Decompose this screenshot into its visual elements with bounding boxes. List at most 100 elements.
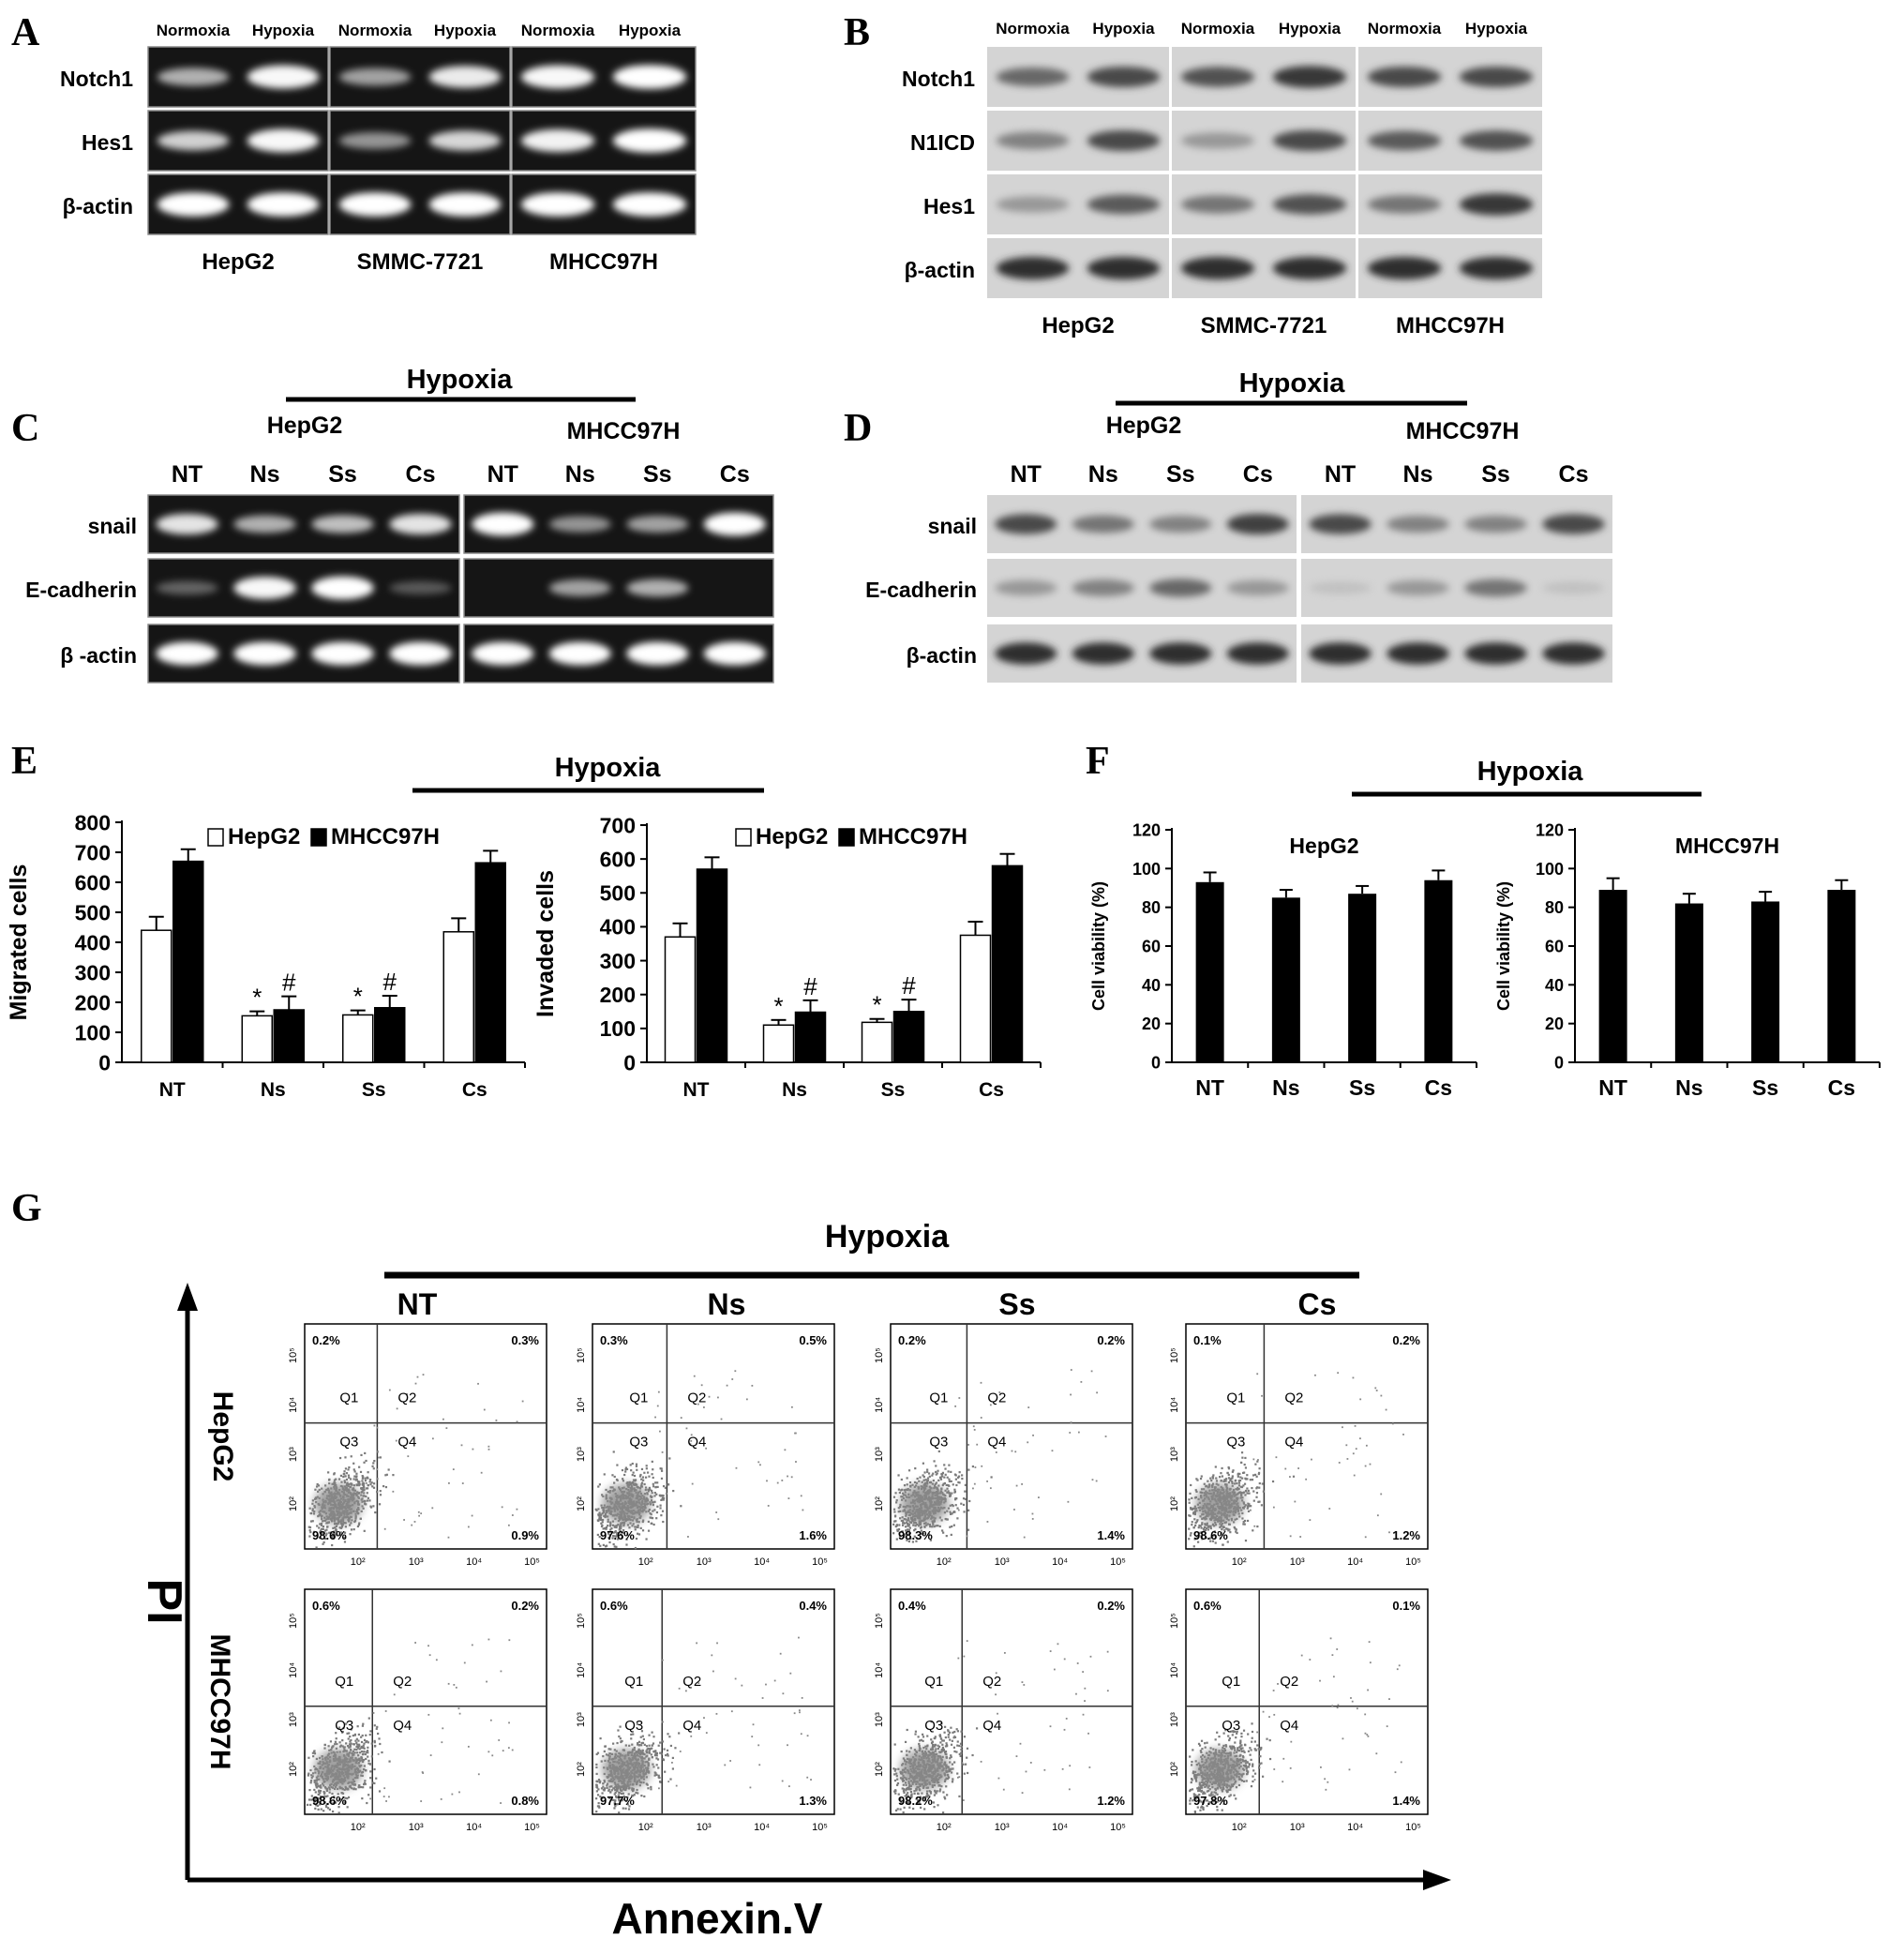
event-dot: [657, 1744, 660, 1747]
y-tick-label: 120: [1132, 820, 1161, 839]
event-dot: [1241, 1456, 1244, 1459]
event-dot: [325, 1787, 329, 1790]
band: [1542, 642, 1605, 665]
event-dot: [372, 1505, 375, 1508]
event-dot: [311, 1772, 315, 1775]
event-dot: [1234, 1518, 1237, 1521]
dense-core: [1195, 1483, 1244, 1525]
event-dot: [347, 1474, 351, 1477]
event-dot: [1355, 1448, 1357, 1450]
q3-percentage: 98.6%: [1193, 1528, 1228, 1542]
event-dot: [640, 1485, 644, 1488]
event-dot: [1227, 1477, 1231, 1480]
event-dot: [363, 1738, 367, 1742]
event-dot: [605, 1526, 608, 1529]
event-dot: [595, 1790, 598, 1793]
event-dot: [602, 1755, 605, 1758]
event-dot: [368, 1481, 371, 1483]
band: [1226, 513, 1289, 535]
event-dot: [360, 1755, 363, 1759]
significance-marker: *: [252, 984, 262, 1012]
event-dot: [429, 1754, 432, 1756]
event-dot: [1038, 1496, 1040, 1499]
event-dot: [1229, 1479, 1232, 1482]
panel-letter-g: G: [11, 1187, 42, 1230]
x-tick-label: 10⁵: [1110, 1556, 1126, 1568]
event-dot: [741, 1684, 743, 1687]
event-dot: [945, 1755, 948, 1758]
event-dot: [1221, 1475, 1224, 1478]
event-dot: [1188, 1498, 1191, 1501]
y-axis-label: Cell viability (%): [1089, 881, 1108, 1011]
event-dot: [941, 1483, 944, 1487]
event-dot: [944, 1736, 947, 1739]
event-dot: [1380, 1394, 1383, 1397]
event-dot: [626, 1796, 629, 1798]
event-dot: [1221, 1533, 1224, 1536]
event-dot: [1198, 1531, 1201, 1535]
event-dot: [893, 1520, 896, 1523]
dense-core: [314, 1483, 363, 1525]
annexin-axis-label: Annexin.V: [612, 1894, 823, 1939]
event-dot: [947, 1470, 950, 1473]
event-dot: [607, 1518, 609, 1521]
event-dot: [1238, 1479, 1242, 1482]
event-dot: [598, 1781, 602, 1784]
event-dot: [331, 1746, 334, 1749]
event-dot: [636, 1483, 638, 1486]
event-dot: [1252, 1490, 1255, 1493]
lane-label: Cs: [1559, 461, 1589, 488]
event-dot: [1206, 1524, 1208, 1526]
event-dot: [329, 1740, 333, 1743]
band: [338, 132, 412, 149]
event-dot: [317, 1490, 320, 1493]
event-dot: [315, 1804, 318, 1807]
event-dot: [1251, 1479, 1254, 1481]
event-dot: [639, 1526, 642, 1529]
band: [311, 576, 374, 600]
event-dot: [1237, 1472, 1240, 1475]
event-dot: [927, 1472, 931, 1475]
event-dot: [595, 1752, 598, 1756]
band: [1387, 642, 1449, 665]
event-dot: [941, 1475, 944, 1478]
event-dot: [371, 1485, 374, 1488]
event-dot: [656, 1405, 659, 1407]
y-tick-label: 120: [1536, 820, 1564, 839]
x-tick-label: 10⁴: [466, 1556, 482, 1568]
event-dot: [671, 1761, 673, 1764]
event-dot: [608, 1796, 611, 1799]
event-dot: [448, 1481, 450, 1484]
event-dot: [989, 1404, 992, 1406]
annexin-axis-arrow-icon: [1423, 1870, 1451, 1890]
event-dot: [675, 1784, 678, 1787]
event-dot: [318, 1537, 322, 1540]
event-dot: [350, 1455, 352, 1458]
event-dot: [1195, 1478, 1198, 1481]
event-dot: [1241, 1517, 1244, 1520]
y-tick-label: 800: [75, 810, 111, 834]
event-dot: [335, 1732, 337, 1735]
event-dot: [952, 1524, 955, 1526]
event-dot: [352, 1478, 355, 1481]
event-dot: [904, 1518, 907, 1521]
y-tick-label: 10⁵: [1169, 1347, 1180, 1363]
event-dot: [903, 1484, 907, 1487]
event-dot: [905, 1796, 908, 1800]
event-dot: [406, 1392, 409, 1395]
event-dot: [1090, 1370, 1093, 1373]
event-dot: [635, 1791, 637, 1795]
event-dot: [338, 1741, 341, 1744]
event-dot: [938, 1525, 941, 1527]
event-dot: [941, 1739, 944, 1742]
event-dot: [331, 1792, 334, 1796]
event-dot: [909, 1790, 913, 1794]
event-dot: [600, 1504, 603, 1507]
event-dot: [507, 1747, 510, 1750]
event-dot: [923, 1525, 926, 1528]
event-dot: [309, 1780, 313, 1782]
event-dot: [953, 1736, 957, 1738]
event-dot: [414, 1382, 417, 1385]
event-dot: [648, 1734, 651, 1736]
event-dot: [922, 1532, 925, 1535]
